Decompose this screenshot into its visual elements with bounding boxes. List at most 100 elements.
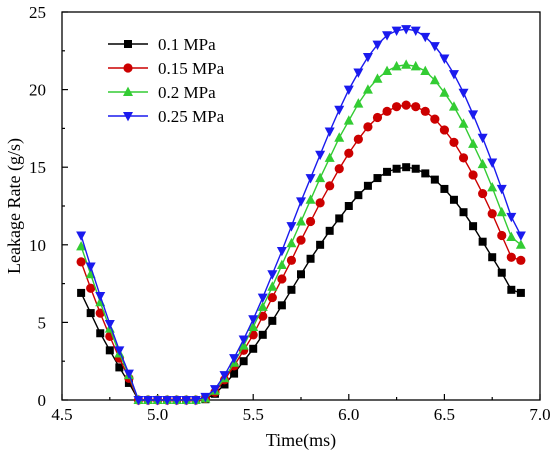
data-point [114,346,125,356]
data-point [268,316,277,325]
data-point [249,344,258,353]
data-point [382,65,393,75]
data-point [439,54,450,64]
data-point [296,197,306,207]
legend-marker [123,112,133,122]
data-point [209,385,220,395]
data-point [487,209,497,219]
series-line [80,64,522,401]
data-point [297,270,305,279]
data-point [392,102,402,112]
data-point [383,167,392,176]
data-point [382,106,392,116]
data-point [143,396,154,406]
legend-item: 0.1 MPa [108,35,216,54]
data-point [324,127,335,137]
data-point [506,231,517,242]
y-axis-title: Leakage Rate (g/s) [4,138,25,274]
data-point [458,118,469,128]
data-point [372,112,383,123]
data-point [487,181,498,192]
data-point [421,169,430,178]
data-point [468,170,478,180]
data-point [324,152,335,162]
data-point [401,59,412,69]
data-point [372,73,383,83]
data-point [353,134,363,144]
series-2 [76,100,526,405]
data-point [257,293,268,303]
data-point [86,283,96,293]
data-point [258,311,268,321]
data-point [77,288,86,297]
x-tick-label: 5.0 [147,405,168,424]
data-point [335,214,344,223]
data-point [230,369,239,378]
data-point [506,252,516,262]
data-point [344,148,354,158]
x-tick-label: 5.5 [243,405,264,424]
data-point [410,26,421,37]
data-point [76,240,87,251]
data-point [449,195,458,204]
data-point [286,237,297,248]
data-point [506,212,517,223]
data-point [277,301,286,310]
x-tick-label: 6.0 [338,405,359,424]
data-point [515,231,526,241]
series-3 [76,59,526,404]
data-point [96,329,105,338]
data-point [95,308,105,318]
data-point [239,357,248,366]
series-4 [76,25,526,406]
legend-label: 0.25 MPa [158,107,225,126]
legend-marker [123,86,133,96]
data-point [334,105,345,116]
data-point [497,268,506,277]
data-point [363,181,372,190]
data-point [353,98,364,108]
data-point [496,184,507,195]
data-point [105,346,114,355]
data-point [325,181,335,191]
data-point [200,392,211,403]
x-tick-label: 6.5 [434,405,455,424]
data-point [410,60,421,71]
data-point [420,32,431,43]
data-point [258,330,267,339]
data-point [488,253,497,262]
data-point [430,175,439,184]
data-point [478,188,488,199]
data-point [420,106,430,116]
data-point [133,396,144,406]
data-point [402,163,411,172]
data-point [296,235,306,245]
legend-label: 0.2 MPa [158,83,216,102]
data-point [287,285,296,294]
data-point [276,259,287,269]
data-point [267,292,277,303]
y-tick-label: 5 [38,313,47,332]
data-point [497,230,507,241]
data-point [229,354,240,364]
data-point [516,255,526,265]
data-point [468,110,479,120]
y-tick-label: 15 [29,158,46,177]
y-tick-label: 20 [29,81,46,100]
data-point [334,132,345,142]
data-point [276,247,287,257]
data-point [391,26,402,37]
data-point [76,231,87,241]
data-point [458,88,469,99]
data-point [162,396,173,406]
data-point [487,158,498,168]
legend: 0.1 MPa 0.15 MPa 0.2 MPa 0.25 MPa [108,35,225,126]
data-point [181,396,192,406]
data-point [238,335,249,345]
data-point [344,202,353,210]
data-point [391,60,402,71]
data-point [507,285,516,294]
legend-marker [123,63,133,73]
